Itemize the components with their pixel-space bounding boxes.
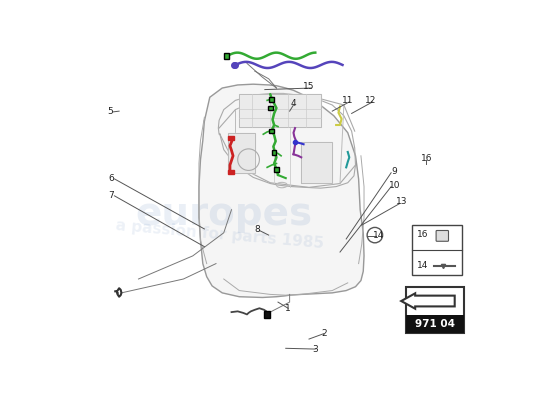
Text: 16: 16 [417,230,428,239]
Text: 7: 7 [108,191,114,200]
Text: europes: europes [135,194,312,232]
Text: 4: 4 [291,99,296,108]
FancyBboxPatch shape [406,287,464,333]
Polygon shape [199,84,364,298]
Text: 1: 1 [285,304,291,313]
Text: 5: 5 [108,107,113,116]
Text: 3: 3 [312,344,318,354]
Text: 14: 14 [417,262,428,270]
Text: 2: 2 [321,329,327,338]
FancyBboxPatch shape [268,106,273,110]
Text: 13: 13 [396,198,408,206]
FancyBboxPatch shape [406,315,464,333]
Text: 8: 8 [254,225,260,234]
Text: 15: 15 [303,82,315,91]
Text: 11: 11 [342,96,354,105]
FancyBboxPatch shape [274,167,279,172]
Text: 14: 14 [373,231,384,240]
Text: 971 04: 971 04 [415,319,455,329]
Text: 10: 10 [388,180,400,190]
FancyArrow shape [402,293,455,309]
Text: 9: 9 [392,167,397,176]
FancyBboxPatch shape [270,97,274,102]
Text: 12: 12 [365,96,377,105]
FancyBboxPatch shape [270,129,274,134]
Text: 16: 16 [421,154,432,163]
FancyBboxPatch shape [224,53,229,59]
FancyBboxPatch shape [272,150,277,155]
FancyBboxPatch shape [228,136,234,140]
Polygon shape [228,133,255,173]
Text: a passion for parts 1985: a passion for parts 1985 [115,218,324,251]
Polygon shape [301,142,332,183]
Text: 6: 6 [108,174,114,183]
FancyBboxPatch shape [412,225,463,275]
FancyBboxPatch shape [228,170,234,174]
FancyBboxPatch shape [264,310,270,318]
Polygon shape [239,94,321,127]
FancyBboxPatch shape [436,230,448,241]
